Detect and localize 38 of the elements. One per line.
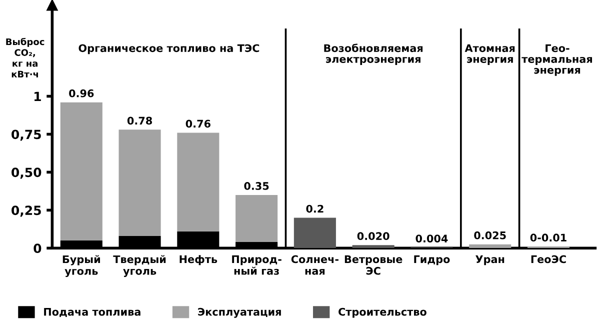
- y-axis-title: Выброс CO₂, кг на кВт·ч: [6, 38, 44, 78]
- x-tick-label: ГеоЭС: [531, 255, 566, 264]
- total-label: 0.78: [127, 116, 152, 125]
- legend-label: Строительство: [338, 308, 426, 318]
- bar: [469, 244, 512, 248]
- total-label: 0-0.01: [530, 234, 566, 242]
- total-label: 0.025: [474, 231, 506, 240]
- total-label: 0.004: [416, 234, 448, 242]
- bar: [60, 102, 102, 241]
- y-tick-label: 0: [34, 244, 42, 254]
- bar: [352, 245, 394, 248]
- bar: [294, 218, 336, 248]
- total-label: 0.2: [306, 204, 324, 213]
- x-tick-label: Ветровые ЭС: [344, 255, 402, 275]
- annotation: Атомная энергия: [464, 44, 515, 65]
- annotation: Возобновляемая электроэнергия: [324, 44, 423, 65]
- y-tick-label: 0,50: [12, 168, 42, 179]
- x-tick-label: Гидро: [414, 255, 450, 266]
- y-tick-label: 0,25: [12, 206, 41, 217]
- bar: [118, 130, 161, 236]
- total-label: 0.020: [357, 232, 390, 240]
- annotation: Органическое топливо на ТЭС: [78, 44, 260, 54]
- bar: [177, 132, 220, 232]
- total-label: 0.35: [244, 182, 269, 190]
- x-tick-label: Уран: [476, 255, 504, 266]
- x-tick-label: Солнеч- ная: [291, 255, 338, 275]
- x-tick-label: Природ- ный газ: [232, 255, 282, 275]
- bar: [236, 194, 278, 242]
- x-tick-label: Нефть: [180, 255, 218, 266]
- legend-label: Эксплуатация: [198, 308, 281, 318]
- total-label: 0.76: [186, 120, 210, 128]
- annotation: Гео- термальная энергия: [522, 44, 592, 76]
- x-tick-label: Твердый уголь: [113, 255, 166, 277]
- legend-label: Подача топлива: [44, 308, 140, 318]
- x-tick-label: Бурый уголь: [62, 255, 100, 278]
- y-tick-label: 0,75: [12, 130, 41, 141]
- y-tick-label: 1: [34, 92, 41, 102]
- total-label: 0.96: [69, 89, 94, 98]
